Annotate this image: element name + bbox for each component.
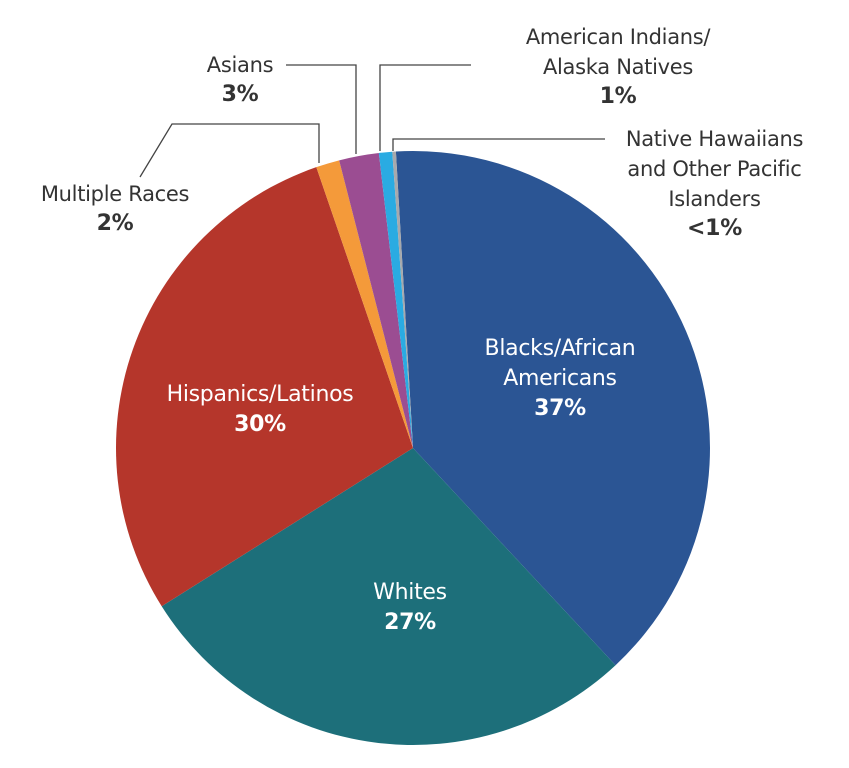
- leader-line-multiple-races: [139, 123, 320, 178]
- label-asians: Asians 3%: [195, 50, 285, 110]
- label-aian: American Indians/ Alaska Natives 1%: [488, 22, 748, 112]
- label-hispanics: Hispanics/Latinos 30%: [140, 380, 380, 440]
- leader-line-aian: [379, 64, 471, 151]
- pie-slice-blacks-african-americans: [395, 150, 710, 666]
- label-blacks-line2: Americans: [503, 366, 617, 391]
- leader-line-nhpi: [392, 138, 605, 151]
- pie-slices: [116, 150, 710, 745]
- label-blacks-pct: 37%: [534, 396, 586, 421]
- leader-lines: [139, 64, 605, 178]
- label-nhpi-line1: Native Hawaiians: [625, 127, 804, 151]
- label-multiple-races: Multiple Races 2%: [20, 179, 210, 239]
- label-hispanics-line1: Hispanics/Latinos: [166, 382, 354, 407]
- label-nhpi-pct: <1%: [687, 216, 742, 241]
- label-nhpi-line3: Islanders: [668, 187, 761, 211]
- label-asians-line1: Asians: [206, 53, 274, 77]
- label-blacks: Blacks/African Americans 37%: [455, 334, 665, 424]
- label-multiple-pct: 2%: [96, 211, 134, 236]
- label-multiple-line1: Multiple Races: [40, 182, 190, 206]
- label-nhpi-line2: and Other Pacific: [627, 157, 802, 181]
- label-blacks-line1: Blacks/African: [484, 336, 636, 361]
- label-hispanics-pct: 30%: [234, 412, 286, 437]
- pie-slice-hispanics-latinos: [116, 167, 414, 607]
- pie-slice-whites: [161, 448, 616, 745]
- label-aian-line2: Alaska Natives: [542, 55, 694, 79]
- pie-slice-native-hawaiians-and-other-pacific-islanders: [392, 151, 413, 449]
- label-asians-pct: 3%: [221, 82, 259, 107]
- label-nhpi: Native Hawaiians and Other Pacific Islan…: [607, 124, 822, 244]
- pie-slice-multiple-races: [316, 160, 413, 448]
- pie-slice-asians: [339, 152, 413, 448]
- label-whites-line1: Whites: [373, 580, 447, 605]
- label-aian-line1: American Indians/: [525, 25, 711, 49]
- label-whites: Whites 27%: [340, 578, 480, 638]
- label-aian-pct: 1%: [599, 84, 637, 109]
- label-whites-pct: 27%: [384, 610, 436, 635]
- leader-line-asians: [286, 64, 357, 154]
- pie-slice-american-indians-alaska-natives: [378, 151, 413, 448]
